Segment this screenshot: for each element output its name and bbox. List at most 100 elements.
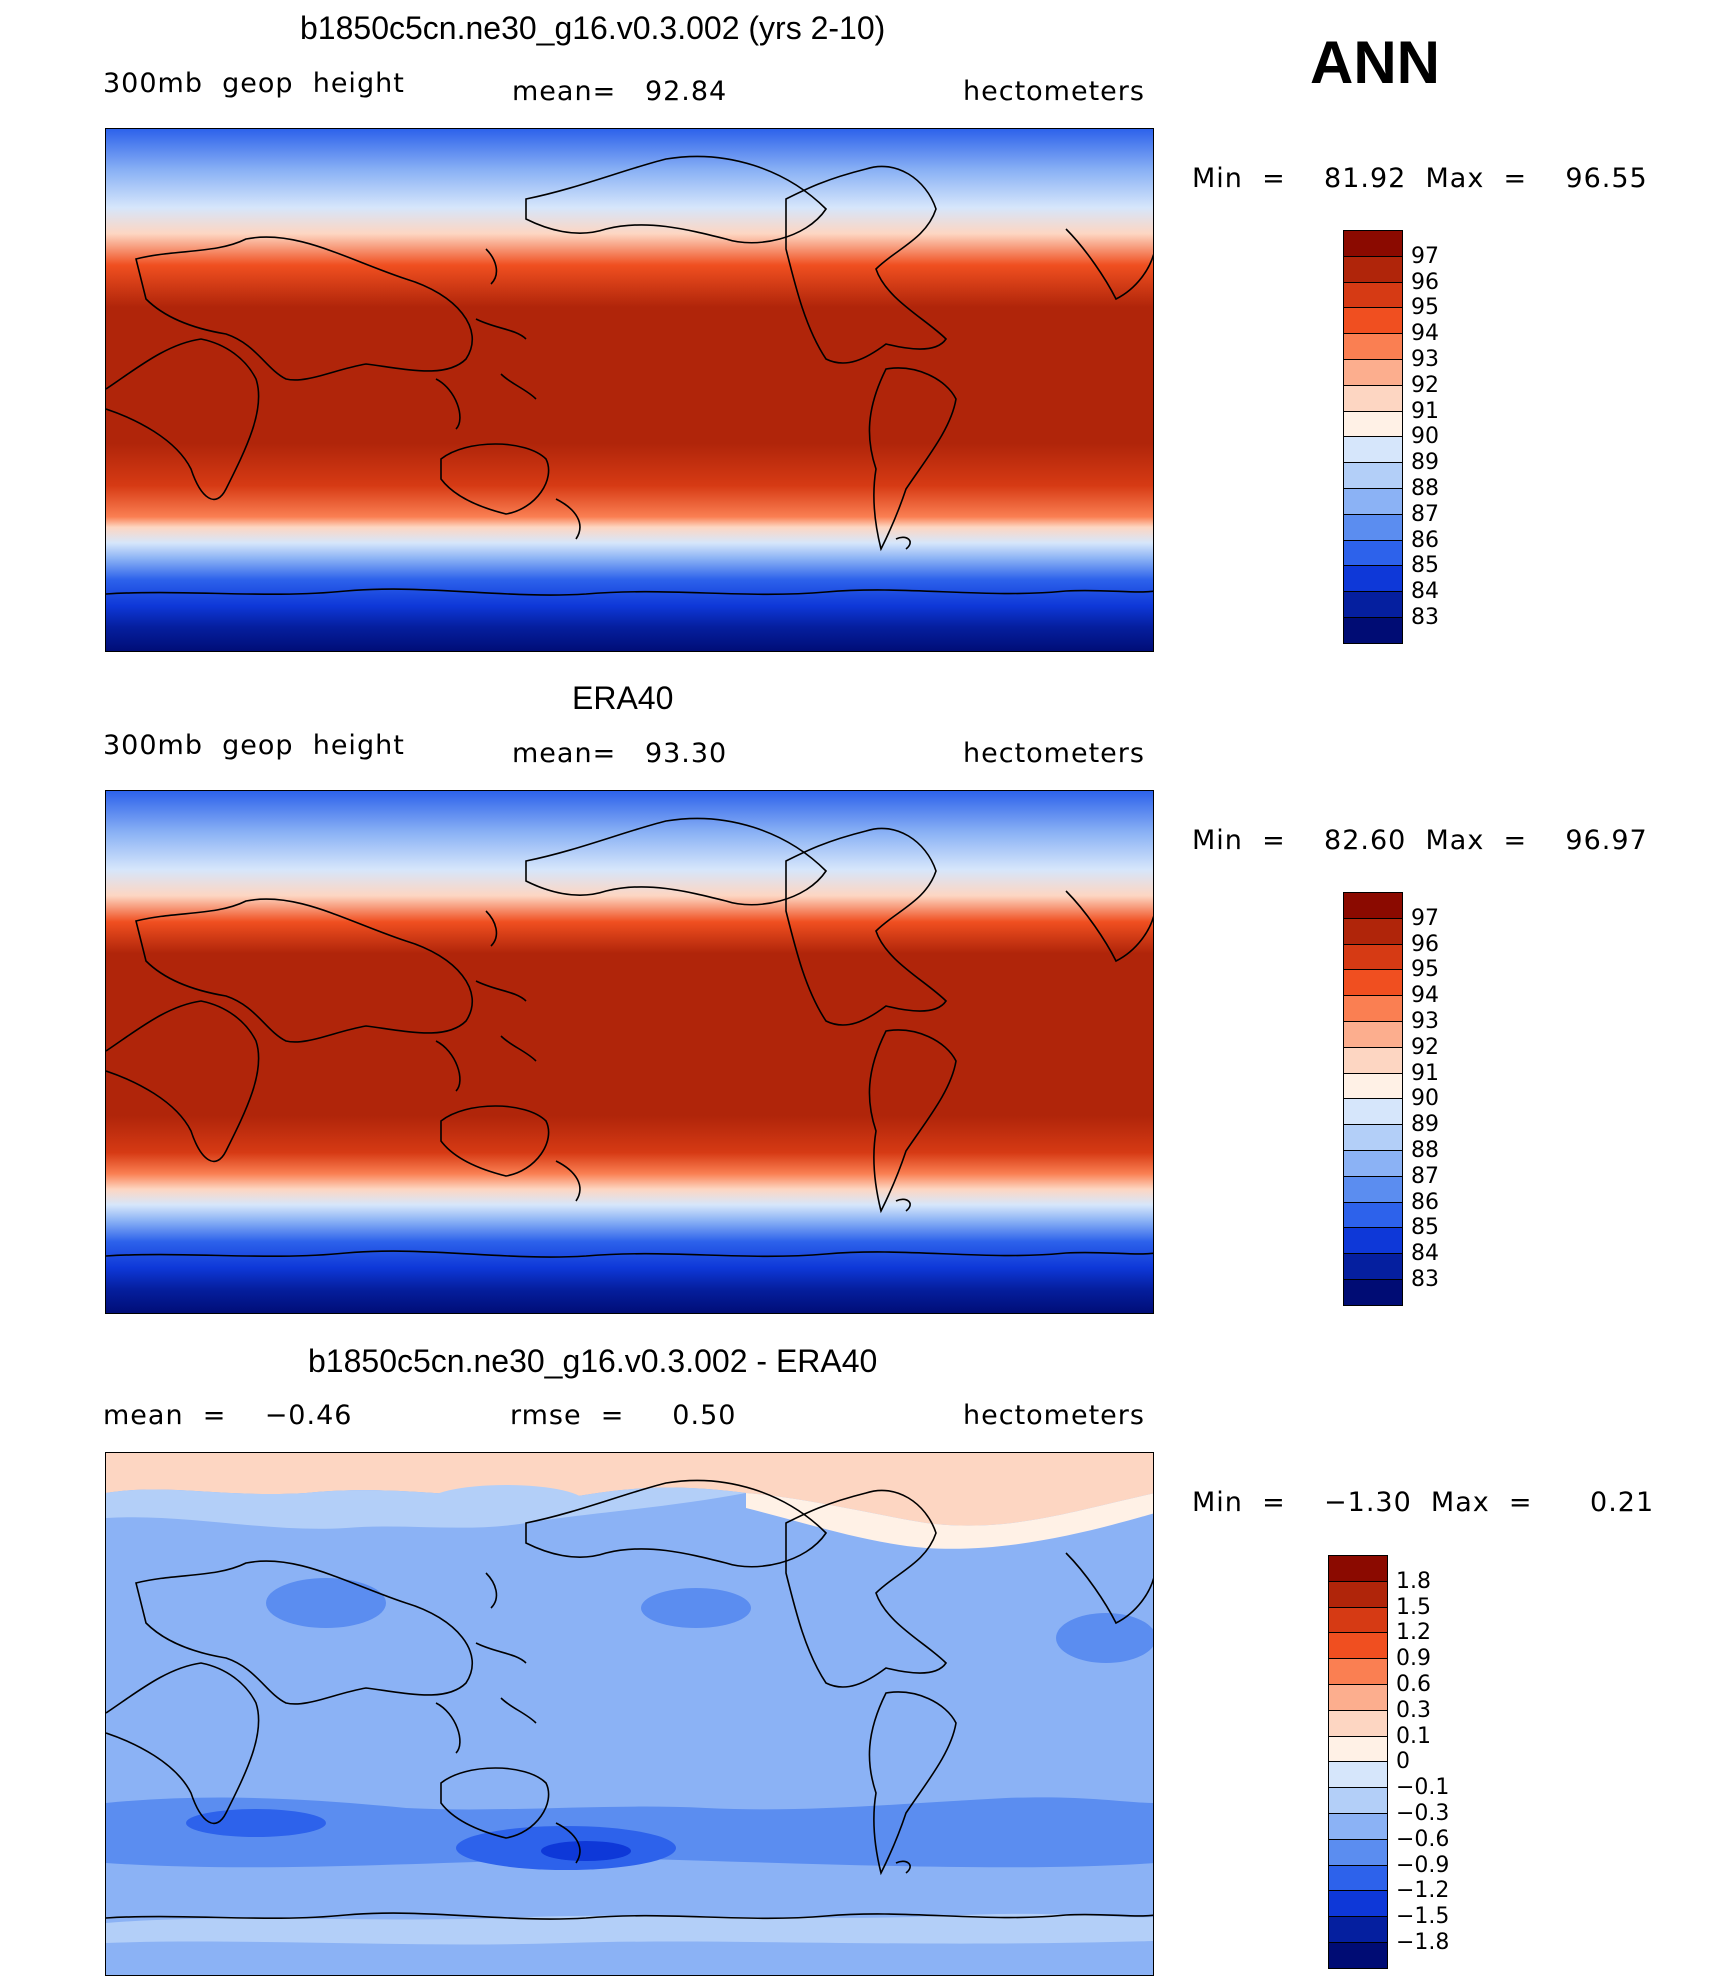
colorbar-swatch xyxy=(1328,1942,1388,1969)
panel-2-colorbar: 97 96 95 94 93 92 91 90 89 88 87 86 85 84 83 xyxy=(1343,892,1439,1306)
colorbar-label: −0.6 xyxy=(1396,1826,1450,1852)
colorbar-label: 0.6 xyxy=(1396,1672,1431,1697)
colorbar-swatch xyxy=(1343,917,1403,945)
colorbar-label: 0 xyxy=(1396,1749,1410,1775)
colorbar-swatch xyxy=(1343,1253,1403,1280)
panel-3-minmax: Min = −1.30 Max = 0.21 xyxy=(1192,1487,1655,1518)
colorbar-swatch xyxy=(1343,513,1403,541)
colorbar-swatch xyxy=(1343,230,1403,257)
colorbar-swatch xyxy=(1328,1632,1388,1660)
colorbar-label: 91 xyxy=(1411,398,1439,424)
colorbar-swatch xyxy=(1343,255,1403,283)
colorbar-label: 83 xyxy=(1411,1267,1439,1292)
colorbar-label: 97 xyxy=(1411,243,1439,269)
panel-1-variable-label: 300mb geop height xyxy=(103,68,405,99)
season-label: ANN xyxy=(1310,29,1440,96)
colorbar-label: 94 xyxy=(1411,321,1439,347)
colorbar-label: 92 xyxy=(1411,372,1439,398)
colorbar-label: 84 xyxy=(1411,1241,1439,1267)
colorbar-swatch xyxy=(1343,565,1403,593)
colorbar-swatch xyxy=(1343,1098,1403,1126)
colorbar-label: 83 xyxy=(1411,605,1439,630)
colorbar-swatch xyxy=(1343,1072,1403,1100)
colorbar-label: 92 xyxy=(1411,1034,1439,1060)
panel-2-units-label: hectometers xyxy=(963,738,1145,769)
colorbar-swatch xyxy=(1328,1761,1388,1789)
colorbar-label: −1.8 xyxy=(1396,1930,1450,1955)
colorbar-label: 90 xyxy=(1411,1086,1439,1112)
colorbar-swatch xyxy=(1343,1227,1403,1255)
colorbar-label: 89 xyxy=(1411,1112,1439,1138)
colorbar-label: 86 xyxy=(1411,527,1439,553)
colorbar-label: 87 xyxy=(1411,501,1439,527)
panel-1-colorbar: 97 96 95 94 93 92 91 90 89 88 87 86 85 84 83 xyxy=(1343,230,1439,644)
panel-3-colorbar: 1.8 1.5 1.2 0.9 0.6 0.3 0.1 0 −0.1 −0.3 −0.6 −0.9 −1… xyxy=(1328,1555,1449,1969)
panel-1-map xyxy=(105,128,1154,652)
colorbar-swatch xyxy=(1328,1916,1388,1943)
colorbar-label: 1.8 xyxy=(1396,1568,1431,1594)
colorbar-swatch xyxy=(1343,436,1403,464)
colorbar-swatch xyxy=(1343,1201,1403,1229)
colorbar-swatch xyxy=(1343,1279,1403,1306)
colorbar-label: 90 xyxy=(1411,424,1439,450)
colorbar-label: 88 xyxy=(1411,1138,1439,1163)
colorbar-swatch xyxy=(1328,1580,1388,1608)
colorbar-label: 93 xyxy=(1411,1009,1439,1034)
colorbar-swatch xyxy=(1328,1787,1388,1814)
colorbar-label: −1.2 xyxy=(1396,1878,1450,1904)
colorbar-label: 1.2 xyxy=(1396,1620,1431,1646)
colorbar-label: 0.9 xyxy=(1396,1646,1431,1672)
colorbar-label: −1.5 xyxy=(1396,1904,1450,1930)
colorbar-swatch xyxy=(1343,995,1403,1022)
colorbar-swatch xyxy=(1343,1124,1403,1151)
colorbar-swatch xyxy=(1343,1150,1403,1177)
panel-3-units-label: hectometers xyxy=(963,1400,1145,1431)
panel-1-mean-label: mean= 92.84 xyxy=(512,76,728,107)
colorbar-label: 88 xyxy=(1411,476,1439,501)
colorbar-label: 84 xyxy=(1411,579,1439,605)
colorbar-label: 85 xyxy=(1411,1215,1439,1241)
colorbar-swatch xyxy=(1328,1658,1388,1685)
colorbar-label: 0.1 xyxy=(1396,1723,1431,1749)
colorbar-swatch xyxy=(1343,333,1403,360)
colorbar-swatch xyxy=(1343,1046,1403,1074)
panel-2-minmax: Min = 82.60 Max = 96.97 xyxy=(1192,825,1648,856)
colorbar-label: 85 xyxy=(1411,553,1439,579)
colorbar-swatch xyxy=(1343,462,1403,489)
panel-2-variable-label: 300mb geop height xyxy=(103,730,405,761)
colorbar-swatch xyxy=(1343,384,1403,412)
colorbar-label: 93 xyxy=(1411,347,1439,372)
colorbar-swatch xyxy=(1328,1709,1388,1737)
panel-1-title: b1850c5cn.ne30_g16.v0.3.002 (yrs 2-10) xyxy=(300,10,886,46)
colorbar-swatch xyxy=(1343,591,1403,618)
colorbar-swatch xyxy=(1343,1175,1403,1203)
colorbar-label: 0.3 xyxy=(1396,1697,1431,1723)
colorbar-swatch xyxy=(1328,1735,1388,1763)
colorbar-label: 96 xyxy=(1411,269,1439,295)
panel-3-mean-label: mean = −0.46 xyxy=(103,1400,353,1431)
colorbar-swatch xyxy=(1343,617,1403,644)
colorbar-swatch xyxy=(1343,1021,1403,1048)
colorbar-swatch xyxy=(1328,1555,1388,1582)
panel-1-units-label: hectometers xyxy=(963,76,1145,107)
panel-2-mean-label: mean= 93.30 xyxy=(512,738,728,769)
colorbar-label: −0.9 xyxy=(1396,1852,1450,1878)
colorbar-label: 95 xyxy=(1411,295,1439,321)
panel-3-map xyxy=(105,1452,1154,1976)
colorbar-swatch xyxy=(1343,488,1403,515)
colorbar-label: 96 xyxy=(1411,931,1439,957)
panel-2-title: ERA40 xyxy=(572,680,674,716)
panel-1-minmax: Min = 81.92 Max = 96.55 xyxy=(1192,163,1648,194)
colorbar-swatch xyxy=(1343,410,1403,438)
colorbar-label: 1.5 xyxy=(1396,1594,1431,1620)
panel-3-title: b1850c5cn.ne30_g16.v0.3.002 - ERA40 xyxy=(308,1343,878,1379)
colorbar-swatch xyxy=(1328,1838,1388,1866)
colorbar-label: 95 xyxy=(1411,957,1439,983)
colorbar-label: 86 xyxy=(1411,1189,1439,1215)
colorbar-label: 94 xyxy=(1411,983,1439,1009)
colorbar-label: 91 xyxy=(1411,1060,1439,1086)
colorbar-label: −0.1 xyxy=(1396,1775,1450,1801)
colorbar-label: 97 xyxy=(1411,905,1439,931)
colorbar-swatch xyxy=(1328,1606,1388,1634)
colorbar-swatch xyxy=(1343,359,1403,386)
